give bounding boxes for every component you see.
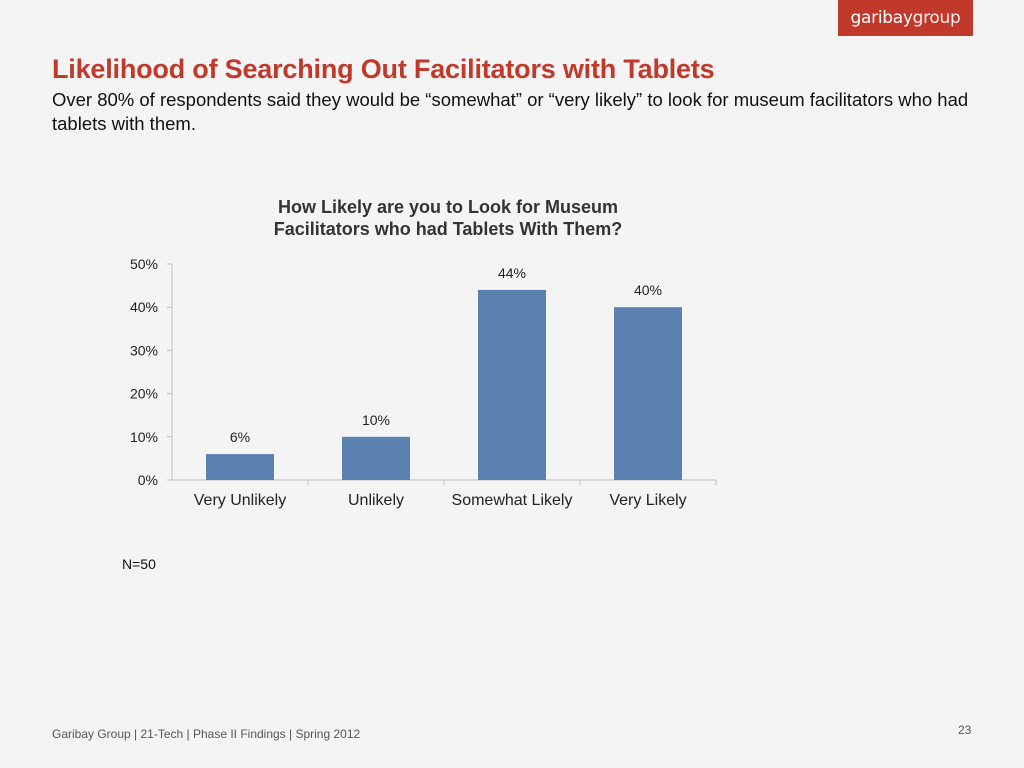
sample-size-note: N=50 (122, 556, 156, 572)
logo-brand-bold: garibay (850, 8, 913, 28)
footer-text: Garibay Group | 21-Tech | Phase II Findi… (52, 727, 361, 741)
y-tick-label: 10% (130, 429, 158, 445)
page-number: 23 (958, 723, 972, 737)
chart-title-line: Facilitators who had Tablets With Them? (274, 219, 623, 239)
bar-data-label: 6% (230, 429, 250, 445)
slide-subtitle: Over 80% of respondents said they would … (52, 89, 969, 134)
bar (478, 289, 546, 480)
chart-title: How Likely are you to Look for MuseumFac… (274, 197, 623, 239)
chart-title-line: How Likely are you to Look for Museum (278, 197, 618, 217)
x-category-label: Very Unlikely (194, 492, 286, 509)
y-tick-label: 40% (130, 299, 158, 315)
y-tick-label: 30% (130, 342, 158, 358)
garibay-group-logo: garibay group (838, 0, 973, 36)
bar-data-label: 40% (634, 282, 662, 298)
bar-data-label: 44% (498, 265, 526, 281)
logo-brand-light: group (912, 8, 961, 28)
bar-data-label: 10% (362, 412, 390, 428)
y-axis: 0% 10% 20% 30% 40% 50% (130, 256, 173, 488)
bars (206, 289, 682, 480)
bar (206, 454, 274, 480)
x-category-label: Somewhat Likely (452, 492, 573, 509)
y-tick-label: 0% (138, 472, 158, 488)
y-tick-label: 20% (130, 386, 158, 402)
x-category-label: Unlikely (348, 492, 404, 509)
bar (614, 307, 682, 480)
data-labels: 6% 10% 44% 40% (230, 265, 662, 445)
slide-title: Likelihood of Searching Out Facilitators… (52, 54, 715, 84)
y-tick-label: 50% (130, 256, 158, 272)
x-axis: Very Unlikely Unlikely Somewhat Likely Very… (172, 479, 717, 509)
x-category-label: Very Likely (609, 492, 686, 509)
bar (342, 436, 410, 480)
